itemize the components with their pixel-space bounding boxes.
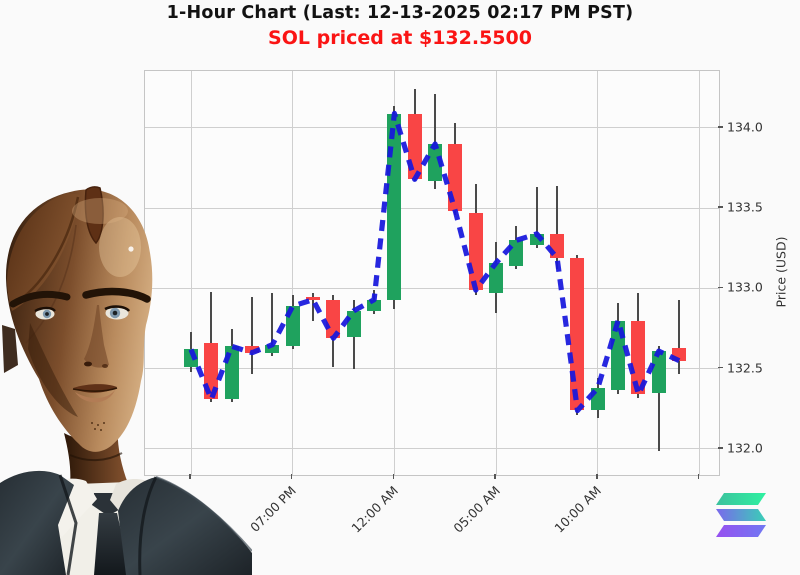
y-tick-label: 133.5 xyxy=(727,199,763,215)
candle-body xyxy=(387,113,402,300)
candle-wick xyxy=(657,346,660,451)
candle-wick xyxy=(678,299,681,374)
candle-body xyxy=(265,344,280,353)
candle-body xyxy=(326,299,341,339)
x-tick-mark xyxy=(189,474,191,479)
gridline-horizontal xyxy=(145,287,719,289)
y-tick-mark xyxy=(718,447,723,449)
y-tick-mark xyxy=(718,126,723,128)
page-title: 1-Hour Chart (Last: 12-13-2025 02:17 PM … xyxy=(166,3,634,23)
candle-wick xyxy=(251,296,254,374)
candle-body xyxy=(529,233,544,246)
price-subtitle: SOL priced at $132.5500 xyxy=(268,27,532,49)
solana-logo-icon xyxy=(716,493,766,537)
gridline-horizontal xyxy=(145,127,719,129)
gridline-horizontal xyxy=(145,368,719,370)
x-tick-mark xyxy=(596,474,598,479)
y-tick-label: 132.5 xyxy=(727,360,763,376)
candle-body xyxy=(346,310,361,337)
close-price-dashed-line xyxy=(188,110,681,414)
candle-wick xyxy=(556,185,559,270)
x-tick-mark xyxy=(494,474,496,479)
x-tick-mark xyxy=(290,474,293,479)
gridline-vertical xyxy=(597,71,599,475)
candle-wick xyxy=(535,187,538,249)
candle-wick xyxy=(271,293,274,356)
candlestick-plot-area xyxy=(144,70,720,476)
candle-body xyxy=(367,299,382,311)
candle-body xyxy=(631,320,646,395)
y-tick-label: 134.0 xyxy=(727,119,763,135)
x-tick-mark xyxy=(697,474,700,479)
candle-body xyxy=(245,346,260,353)
candle-body xyxy=(651,351,666,393)
gridline-horizontal xyxy=(145,448,719,450)
y-tick-mark xyxy=(718,206,723,208)
robot-avatar xyxy=(0,186,252,575)
y-tick-mark xyxy=(718,286,723,289)
y-tick-label: 133.0 xyxy=(727,279,763,295)
candle-body xyxy=(428,144,443,181)
y-tick-mark xyxy=(718,366,723,369)
candle-body xyxy=(489,262,504,294)
candle-wick xyxy=(312,293,315,321)
y-tick-label: 132.0 xyxy=(727,440,763,456)
gridline-vertical xyxy=(190,71,192,475)
gridline-vertical xyxy=(292,71,294,475)
gridline-horizontal xyxy=(145,207,719,209)
x-tick-mark xyxy=(392,474,395,479)
gridline-vertical xyxy=(699,71,700,475)
candle-body xyxy=(509,240,524,266)
candle-body xyxy=(306,296,321,300)
